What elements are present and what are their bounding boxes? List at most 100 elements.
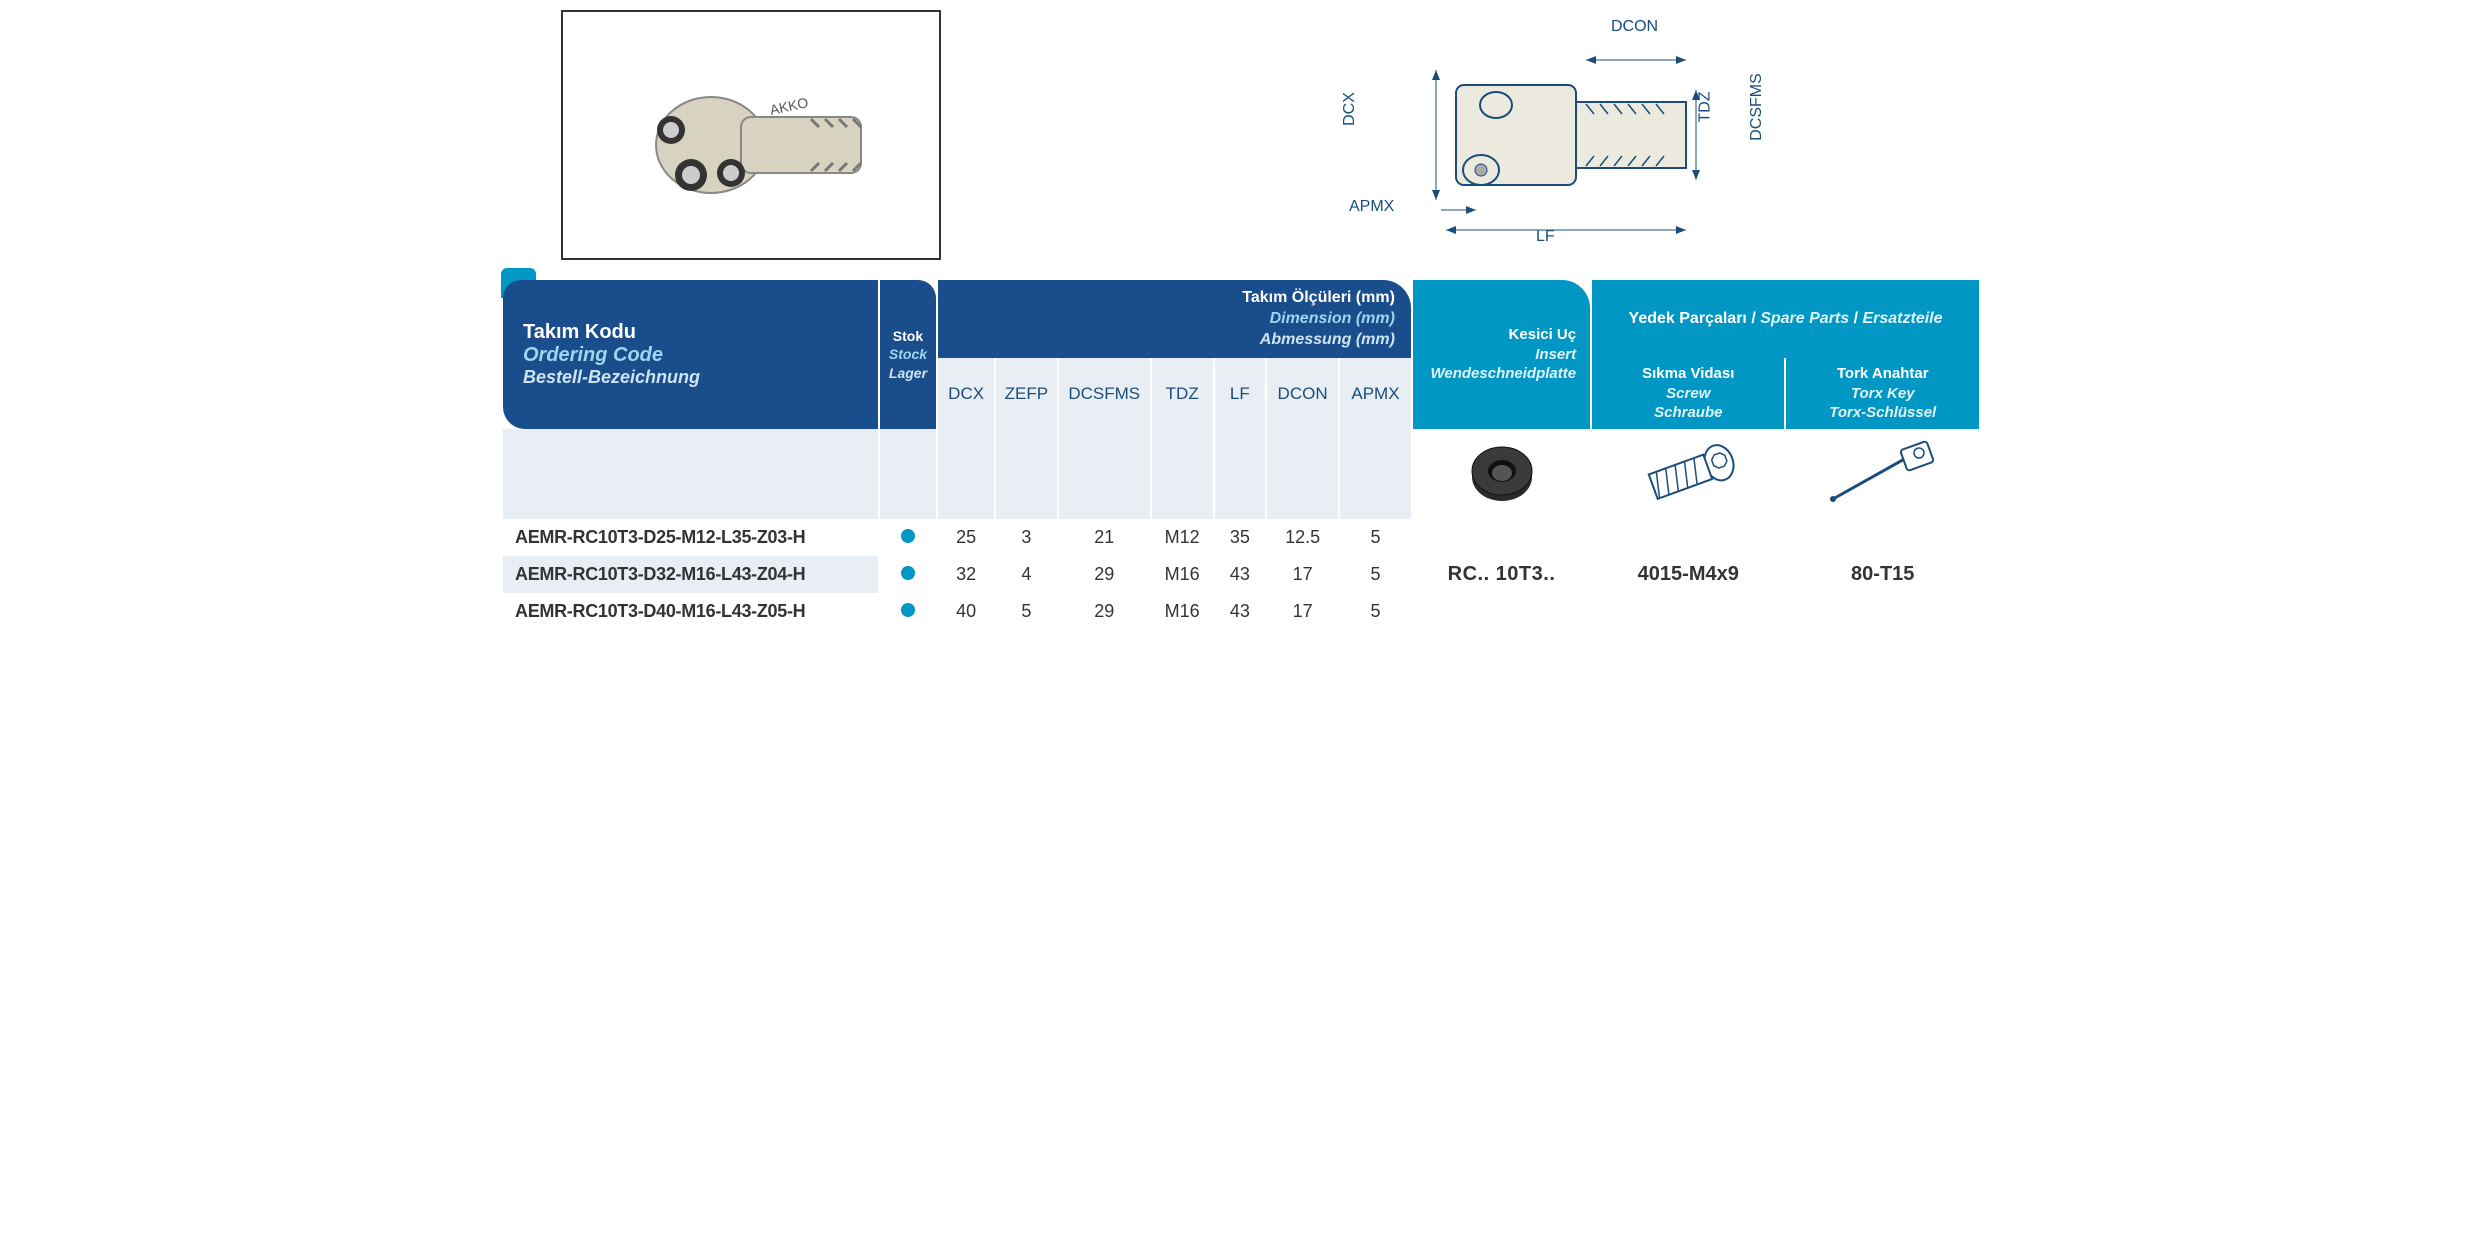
insert-value: RC.. 10T3.. xyxy=(1413,519,1590,630)
header-ordering-code: Takım Kodu Ordering Code Bestell-Bezeich… xyxy=(503,280,878,429)
product-photo-drawing: AKKO xyxy=(601,45,901,225)
insert-icon-cell xyxy=(1413,429,1590,519)
stock-l1: Stok xyxy=(884,327,933,345)
lf-cell: 43 xyxy=(1215,556,1266,593)
col-apmx: APMX xyxy=(1340,358,1411,429)
insert-l2: Insert xyxy=(1427,345,1576,365)
torx-l1: Tork Anahtar xyxy=(1796,364,1969,384)
tdz-cell: M16 xyxy=(1152,556,1213,593)
col-tdz: TDZ xyxy=(1152,358,1213,429)
stock-dot-icon xyxy=(901,603,915,617)
page: AKKO xyxy=(501,0,1981,630)
lf-cell: 43 xyxy=(1215,593,1266,630)
ordering-code-l1: Takım Kodu xyxy=(523,321,858,344)
blank-cell xyxy=(996,429,1057,519)
screw-l3: Schraube xyxy=(1602,403,1774,423)
stock-l3: Lager xyxy=(884,364,933,382)
torx-key-icon xyxy=(1823,439,1943,509)
screw-l1: Sıkma Vidası xyxy=(1602,364,1774,384)
dim-l3: Abmessung (mm) xyxy=(954,330,1395,351)
dcon-cell: 17 xyxy=(1267,593,1338,630)
header-insert: Kesici Uç Insert Wendeschneidplatte xyxy=(1413,280,1590,429)
product-photo: AKKO xyxy=(561,10,941,260)
col-dcon: DCON xyxy=(1267,358,1338,429)
dim-dcsfms: DCSFMS xyxy=(1748,73,1766,141)
blank-cell xyxy=(503,429,878,519)
blank-cell xyxy=(1267,429,1338,519)
torx-value: 80-T15 xyxy=(1786,519,1979,630)
diagram-drawing xyxy=(1386,30,1716,240)
blank-cell xyxy=(1152,429,1213,519)
data-table-container: Takım Kodu Ordering Code Bestell-Bezeich… xyxy=(501,280,1981,630)
stock-dot-icon xyxy=(901,529,915,543)
zefp-cell: 5 xyxy=(996,593,1057,630)
dcon-cell: 12.5 xyxy=(1267,519,1338,556)
insert-l3: Wendeschneidplatte xyxy=(1427,364,1576,384)
zefp-cell: 3 xyxy=(996,519,1057,556)
col-zefp: ZEFP xyxy=(996,358,1057,429)
top-section: AKKO xyxy=(501,0,1981,270)
dim-tdz: TDZ xyxy=(1696,91,1714,122)
blank-cell xyxy=(938,429,994,519)
ordering-code-l3: Bestell-Bezeichnung xyxy=(523,367,858,388)
blank-cell xyxy=(1340,429,1411,519)
header-stock: Stok Stock Lager xyxy=(880,280,937,429)
lf-cell: 35 xyxy=(1215,519,1266,556)
col-dcx: DCX xyxy=(938,358,994,429)
dim-l2: Dimension (mm) xyxy=(954,309,1395,330)
dcon-cell: 17 xyxy=(1267,556,1338,593)
specifications-table: Takım Kodu Ordering Code Bestell-Bezeich… xyxy=(501,280,1981,630)
dim-lf: LF xyxy=(1536,228,1555,246)
stock-cell xyxy=(880,519,937,556)
header-row-1: Takım Kodu Ordering Code Bestell-Bezeich… xyxy=(503,280,1979,358)
zefp-cell: 4 xyxy=(996,556,1057,593)
screw-value: 4015-M4x9 xyxy=(1592,519,1784,630)
col-lf: LF xyxy=(1215,358,1266,429)
tdz-cell: M12 xyxy=(1152,519,1213,556)
spare-l2: Spare Parts xyxy=(1760,310,1849,327)
svg-text:AKKO: AKKO xyxy=(768,94,809,118)
torx-l3: Torx-Schlüssel xyxy=(1796,403,1969,423)
dcsfms-cell: 29 xyxy=(1059,556,1150,593)
dcsfms-cell: 29 xyxy=(1059,593,1150,630)
insert-icon xyxy=(1462,439,1542,509)
apmx-cell: 5 xyxy=(1340,593,1411,630)
dcx-cell: 40 xyxy=(938,593,994,630)
torx-key-icon-cell xyxy=(1786,429,1979,519)
code-cell: AEMR-RC10T3-D25-M12-L35-Z03-H xyxy=(503,519,878,556)
table-row: AEMR-RC10T3-D25-M12-L35-Z03-H 25 3 21 M1… xyxy=(503,519,1979,556)
blank-cell xyxy=(1059,429,1150,519)
dcx-cell: 32 xyxy=(938,556,994,593)
dcsfms-cell: 21 xyxy=(1059,519,1150,556)
blank-cell xyxy=(880,429,937,519)
apmx-cell: 5 xyxy=(1340,519,1411,556)
tdz-cell: M16 xyxy=(1152,593,1213,630)
stock-l2: Stock xyxy=(884,345,933,363)
dim-l1: Takım Ölçüleri (mm) xyxy=(954,288,1395,309)
stock-dot-icon xyxy=(901,566,915,580)
technical-diagram: DCX APMX LF DCON TDZ DCSFMS xyxy=(1341,10,1761,260)
header-screw: Sıkma Vidası Screw Schraube xyxy=(1592,358,1784,429)
screw-icon-cell xyxy=(1592,429,1784,519)
dcx-cell: 25 xyxy=(938,519,994,556)
code-cell: AEMR-RC10T3-D40-M16-L43-Z05-H xyxy=(503,593,878,630)
screw-l2: Screw xyxy=(1602,384,1774,404)
stock-cell xyxy=(880,556,937,593)
dim-apmx: APMX xyxy=(1349,198,1394,216)
spare-l3: Ersatzteile xyxy=(1862,310,1942,327)
torx-l2: Torx Key xyxy=(1796,384,1969,404)
dim-dcx: DCX xyxy=(1341,92,1359,126)
ordering-code-l2: Ordering Code xyxy=(523,344,858,367)
dim-dcon: DCON xyxy=(1611,18,1658,36)
header-torx: Tork Anahtar Torx Key Torx-Schlüssel xyxy=(1786,358,1979,429)
insert-l1: Kesici Uç xyxy=(1427,325,1576,345)
blank-cell xyxy=(1215,429,1266,519)
stock-cell xyxy=(880,593,937,630)
col-dcsfms: DCSFMS xyxy=(1059,358,1150,429)
screw-icon xyxy=(1633,439,1743,509)
code-cell: AEMR-RC10T3-D32-M16-L43-Z04-H xyxy=(503,556,878,593)
icon-row xyxy=(503,429,1979,519)
apmx-cell: 5 xyxy=(1340,556,1411,593)
header-dimensions: Takım Ölçüleri (mm) Dimension (mm) Abmes… xyxy=(938,280,1411,358)
spare-l1: Yedek Parçaları xyxy=(1629,310,1747,327)
